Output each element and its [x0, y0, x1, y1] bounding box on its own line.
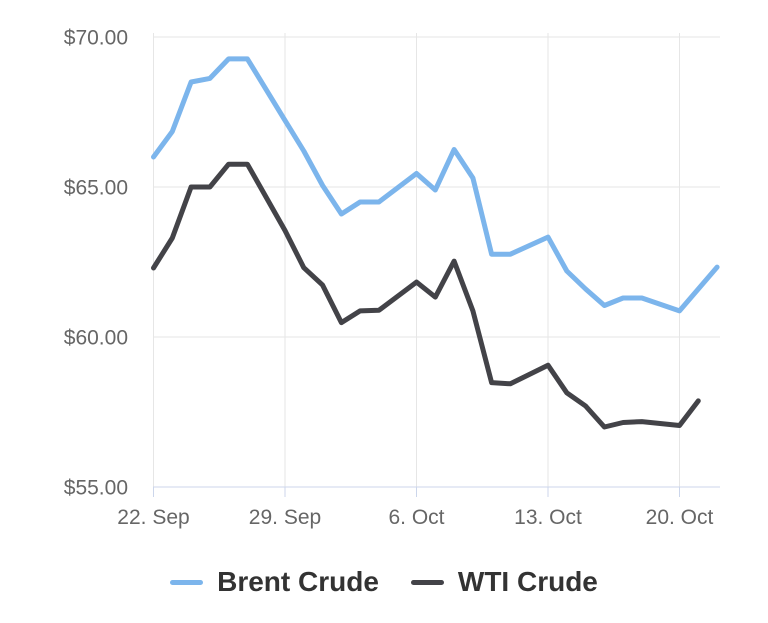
x-axis-label: 20. Oct: [646, 506, 714, 529]
y-axis-label: $60.00: [64, 327, 128, 350]
y-axis-label: $70.00: [64, 27, 128, 50]
y-axis-label: $55.00: [64, 477, 128, 500]
x-axis-label: 13. Oct: [514, 506, 582, 529]
series-line-wti-crude[interactable]: [151, 161, 701, 430]
legend-label-brent: Brent Crude: [217, 566, 379, 597]
legend-label-wti: WTI Crude: [457, 566, 598, 597]
series-line-brent-crude[interactable]: [151, 56, 720, 314]
plot-area: $55.00 $60.00 $65.00 $70.00 22. Sep 29. Sep 6.…: [64, 27, 720, 529]
legend-swatch-brent-icon: [170, 579, 204, 585]
x-axis-label: 29. Sep: [249, 506, 321, 529]
x-axis-label: 6. Oct: [388, 506, 444, 529]
legend: Brent Crude WTI Crude: [0, 566, 768, 598]
legend-swatch-wti-icon: [410, 579, 444, 585]
y-axis-label: $65.00: [64, 177, 128, 200]
legend-item-wti-crude[interactable]: WTI Crude: [410, 566, 598, 598]
legend-item-brent-crude[interactable]: Brent Crude: [170, 566, 379, 598]
x-axis-label: 22. Sep: [117, 506, 189, 529]
